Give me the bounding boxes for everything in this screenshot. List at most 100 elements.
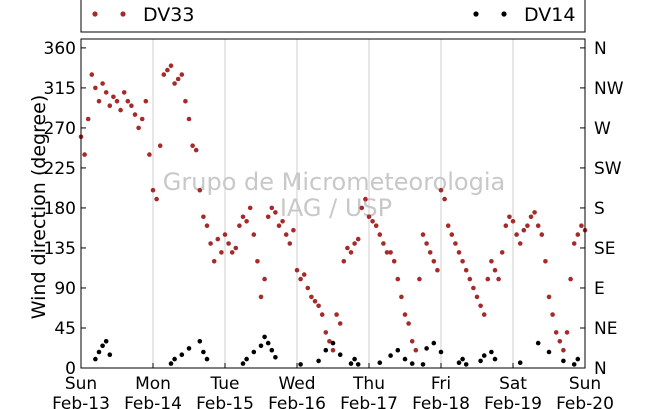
point-dv33 <box>543 259 548 264</box>
point-dv33 <box>82 152 87 157</box>
point-dv14 <box>316 358 321 364</box>
point-dv33 <box>503 223 509 228</box>
point-dv33 <box>129 103 134 108</box>
point-dv14 <box>186 346 192 351</box>
point-dv33 <box>273 210 278 215</box>
point-dv14 <box>571 362 577 367</box>
point-dv33 <box>521 227 527 233</box>
point-dv14 <box>201 349 206 355</box>
point-dv33 <box>258 294 264 300</box>
point-dv14 <box>395 347 401 353</box>
point-dv33 <box>298 276 303 282</box>
point-dv14 <box>103 339 109 344</box>
point-dv14 <box>492 356 498 362</box>
legend-marker-dv14 <box>501 11 507 17</box>
point-dv33 <box>283 232 289 237</box>
point-dv33 <box>150 187 156 193</box>
point-dv33 <box>327 339 332 344</box>
point-dv33 <box>348 250 354 255</box>
point-dv33 <box>337 321 343 326</box>
point-dv14 <box>337 352 343 358</box>
point-dv33 <box>384 250 390 255</box>
point-dv33 <box>539 232 545 237</box>
point-dv33 <box>395 276 401 282</box>
point-dv33 <box>143 98 149 104</box>
y2-tick-label: SE <box>594 239 616 259</box>
point-dv33 <box>125 98 131 104</box>
point-dv33 <box>276 223 282 228</box>
point-dv33 <box>251 232 257 237</box>
point-dv33 <box>514 232 519 237</box>
x-tick-label-day: Fri <box>431 374 451 394</box>
point-dv33 <box>481 312 487 317</box>
x-tick-label-date: Feb-18 <box>412 394 470 409</box>
point-dv33 <box>388 250 393 255</box>
point-dv14 <box>489 349 494 355</box>
point-dv14 <box>352 356 357 362</box>
point-dv14 <box>323 347 329 353</box>
point-dv33 <box>208 241 213 246</box>
x-tick-label-date: Feb-15 <box>196 394 254 409</box>
point-dv14 <box>575 356 581 362</box>
point-dv33 <box>247 205 253 211</box>
point-dv33 <box>114 98 120 104</box>
point-dv33 <box>226 241 231 246</box>
x-tick-label-day: Thu <box>352 374 385 394</box>
point-dv33 <box>546 294 552 300</box>
point-dv14 <box>330 340 336 346</box>
point-dv33 <box>193 147 199 153</box>
y-tick-label: 90 <box>54 279 76 299</box>
point-dv33 <box>445 223 451 228</box>
point-dv33 <box>467 276 473 282</box>
point-dv33 <box>89 72 95 77</box>
point-dv33 <box>330 347 336 353</box>
series-dv33 <box>78 63 588 353</box>
point-dv33 <box>197 187 203 193</box>
point-dv33 <box>355 236 361 242</box>
point-dv33 <box>168 63 174 68</box>
legend: DV33 DV14 <box>80 0 586 33</box>
point-dv33 <box>265 214 271 220</box>
point-dv33 <box>183 98 188 104</box>
point-dv14 <box>481 353 487 358</box>
point-dv33 <box>568 276 573 282</box>
point-dv33 <box>438 187 444 193</box>
point-dv33 <box>103 90 109 95</box>
point-dv33 <box>132 112 138 117</box>
point-dv33 <box>175 76 181 82</box>
point-dv33 <box>478 303 483 309</box>
point-dv33 <box>377 232 383 237</box>
point-dv14 <box>438 349 444 355</box>
point-dv14 <box>424 346 429 351</box>
point-dv33 <box>532 210 537 215</box>
point-dv33 <box>255 259 260 264</box>
point-dv33 <box>179 72 185 77</box>
point-dv33 <box>359 205 365 211</box>
point-dv33 <box>417 276 422 282</box>
y2-tick-label: S <box>594 199 605 219</box>
series-dv14 <box>93 334 581 367</box>
legend-label-dv14: DV14 <box>524 4 575 26</box>
point-dv33 <box>334 312 339 317</box>
x-tick-label-date: Feb-20 <box>556 394 614 409</box>
y2-axis: N NE E SE S SW W NW N <box>580 39 624 379</box>
point-dv33 <box>399 294 404 300</box>
point-dv33 <box>190 143 195 148</box>
point-dv33 <box>525 223 530 228</box>
point-dv33 <box>564 330 570 335</box>
point-dv33 <box>219 250 224 255</box>
point-dv33 <box>244 219 249 224</box>
y-tick-label: 360 <box>44 39 76 59</box>
point-dv33 <box>237 223 242 228</box>
point-dv14 <box>269 347 275 353</box>
plot-frame <box>80 38 586 369</box>
point-dv33 <box>147 152 152 157</box>
point-dv33 <box>262 276 267 282</box>
point-dv33 <box>291 227 296 233</box>
point-dv14 <box>96 349 102 355</box>
point-dv33 <box>319 312 325 317</box>
point-dv33 <box>471 285 476 291</box>
point-dv33 <box>312 299 318 304</box>
point-dv14 <box>298 362 303 367</box>
point-dv33 <box>201 214 206 220</box>
